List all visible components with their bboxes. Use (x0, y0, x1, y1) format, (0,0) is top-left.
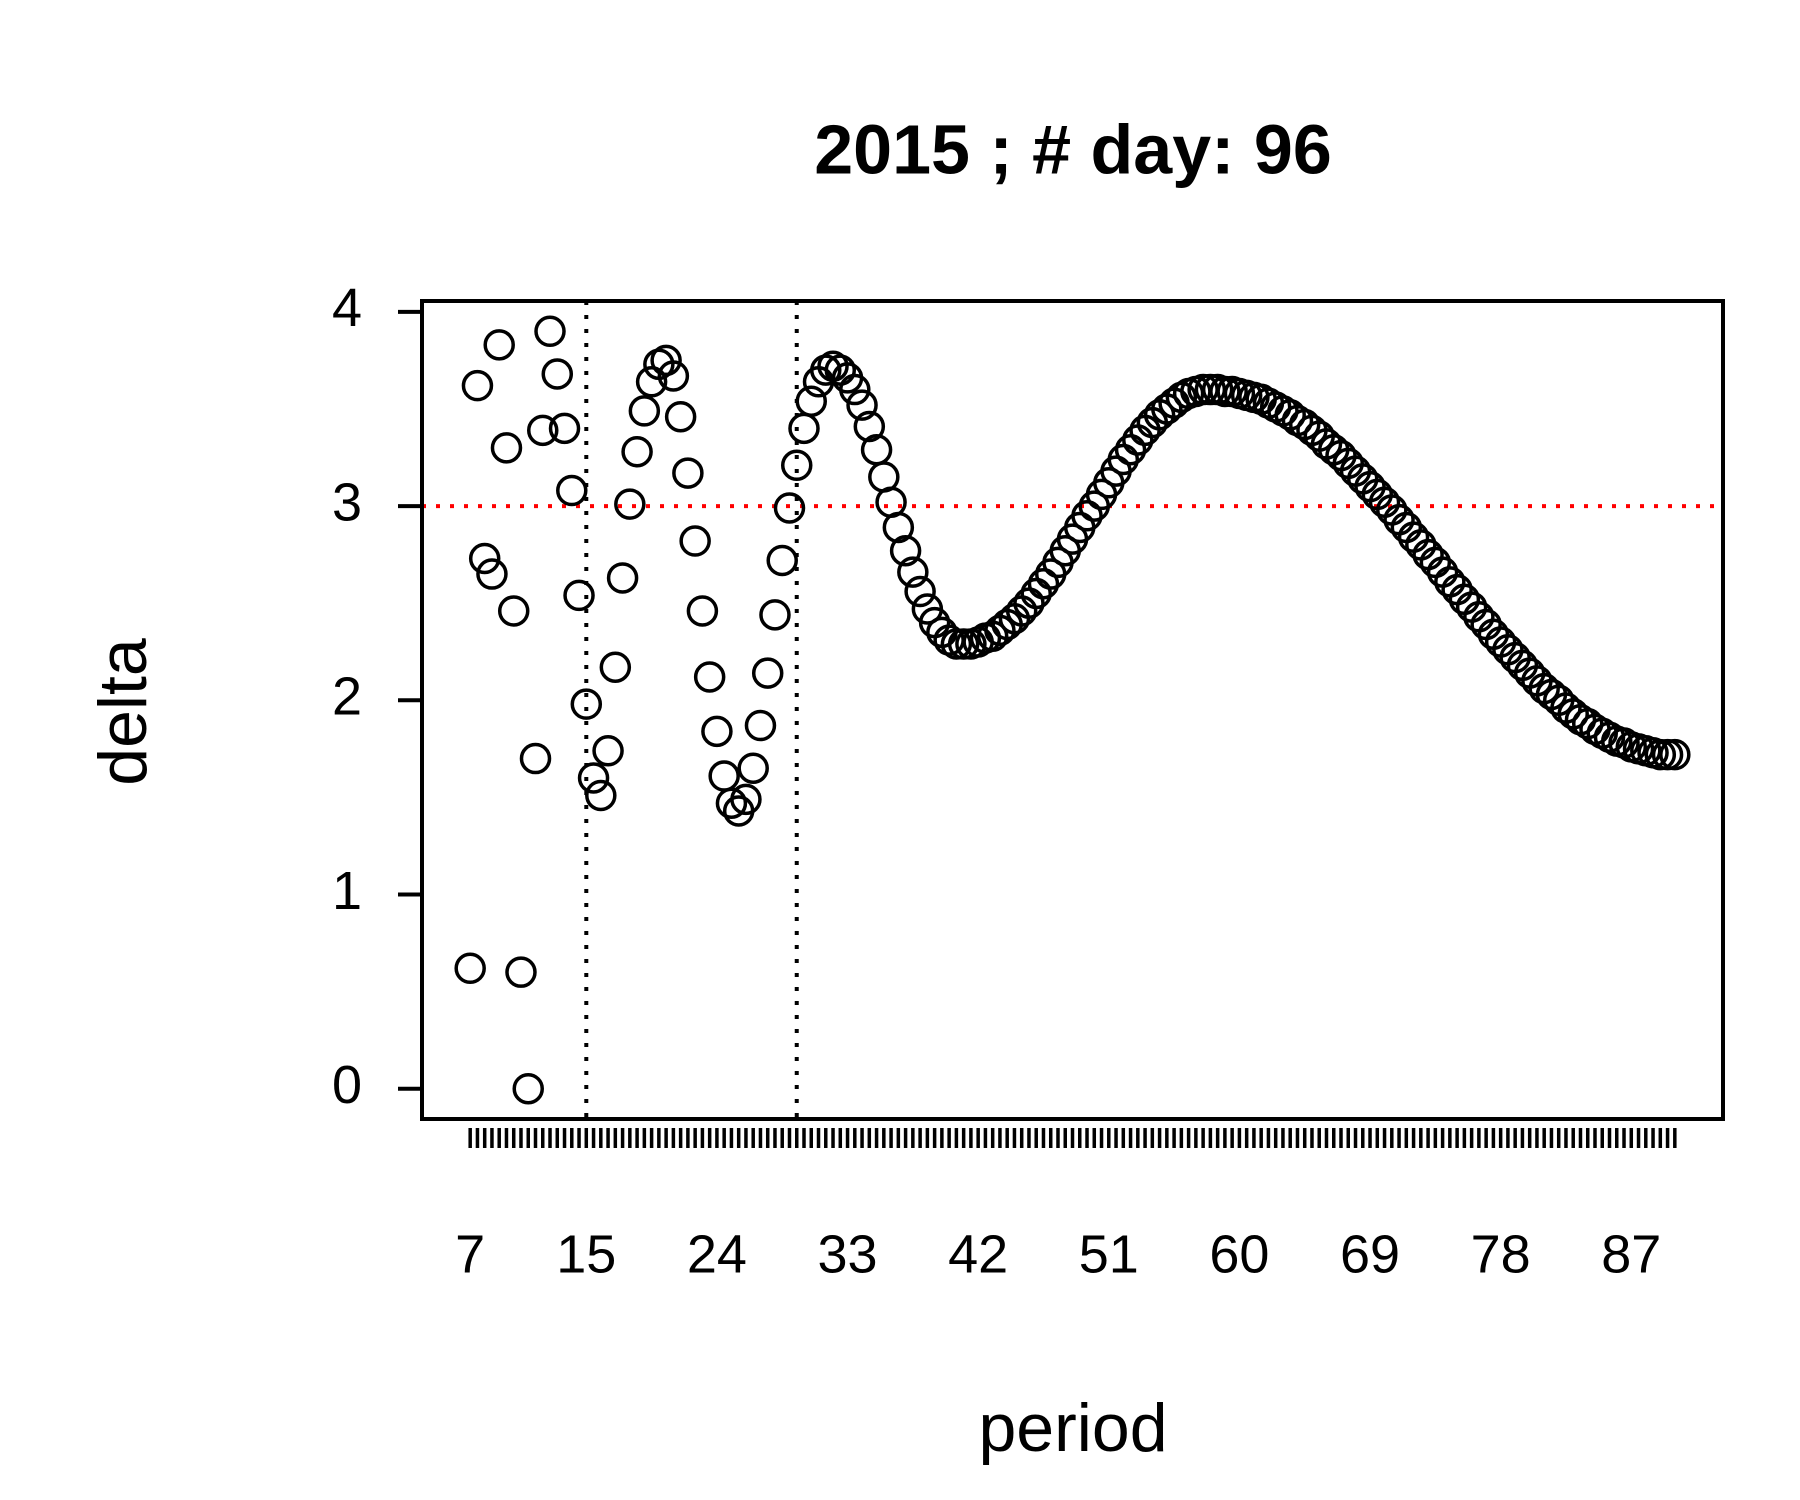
point (657, 360, 690, 392)
point (730, 783, 762, 816)
chart-title: 2015 ; # day: 96 (814, 110, 1332, 188)
point (664, 400, 697, 433)
point (904, 575, 936, 608)
plot-area: 0 1 2 3 4 7 15 24 33 42 51 60 69 78 87 (332, 278, 1723, 1284)
point (621, 435, 653, 468)
point (527, 414, 559, 447)
point (490, 432, 523, 464)
point (773, 492, 806, 524)
point (483, 329, 515, 361)
point (505, 956, 537, 988)
point (512, 1072, 544, 1105)
y-tick-label: 1 (332, 861, 362, 921)
point (476, 558, 508, 590)
point (1027, 568, 1060, 600)
point (556, 474, 588, 507)
point (570, 688, 603, 720)
point (599, 651, 632, 684)
point (541, 358, 574, 390)
point (1659, 738, 1691, 771)
point (744, 709, 777, 742)
point (1644, 738, 1677, 771)
plot-frame (420, 299, 1725, 1121)
point (548, 412, 581, 445)
point (795, 385, 828, 417)
point (635, 366, 668, 398)
point (585, 779, 617, 812)
point (853, 410, 886, 443)
x-tick-label: 60 (1209, 1224, 1269, 1284)
y-tick-label: 2 (332, 667, 362, 727)
x-tick-label: 51 (1079, 1224, 1139, 1284)
point (889, 535, 922, 567)
point (679, 525, 711, 557)
point (715, 787, 748, 819)
y-tick-label: 0 (332, 1055, 362, 1115)
y-axis-label: delta (85, 638, 161, 786)
point (592, 735, 624, 767)
x-tick-label: 42 (948, 1224, 1008, 1284)
point (1209, 375, 1241, 408)
x-tick-label: 33 (818, 1224, 878, 1284)
point (780, 449, 813, 482)
point (766, 544, 798, 577)
point (468, 542, 501, 575)
point (940, 628, 973, 660)
x-axis-label: period (978, 1390, 1167, 1466)
point (519, 742, 552, 775)
point (947, 628, 980, 660)
point (751, 657, 784, 689)
point (737, 752, 769, 785)
point (897, 556, 929, 588)
point (1071, 500, 1103, 532)
point (454, 952, 486, 985)
point (882, 511, 915, 544)
point (461, 369, 494, 402)
point (628, 395, 661, 427)
point (759, 599, 791, 631)
point (497, 595, 530, 627)
point (577, 762, 610, 794)
x-tick-label: 24 (687, 1224, 747, 1284)
point (650, 344, 682, 377)
point (672, 457, 704, 489)
point (534, 315, 566, 348)
point (846, 389, 878, 421)
point (693, 661, 726, 693)
point (563, 579, 595, 612)
point (701, 715, 733, 748)
x-tick-label: 15 (556, 1224, 616, 1284)
y-tick-label: 4 (332, 278, 362, 338)
point (614, 488, 646, 520)
x-tick-label: 7 (455, 1224, 485, 1284)
point (686, 595, 719, 627)
x-tick-label: 78 (1471, 1224, 1531, 1284)
x-tick-label: 87 (1601, 1224, 1661, 1284)
point (1651, 738, 1684, 771)
point (839, 373, 871, 406)
y-tick-label: 3 (332, 472, 362, 532)
point (606, 562, 639, 594)
x-tick-label: 69 (1340, 1224, 1400, 1284)
